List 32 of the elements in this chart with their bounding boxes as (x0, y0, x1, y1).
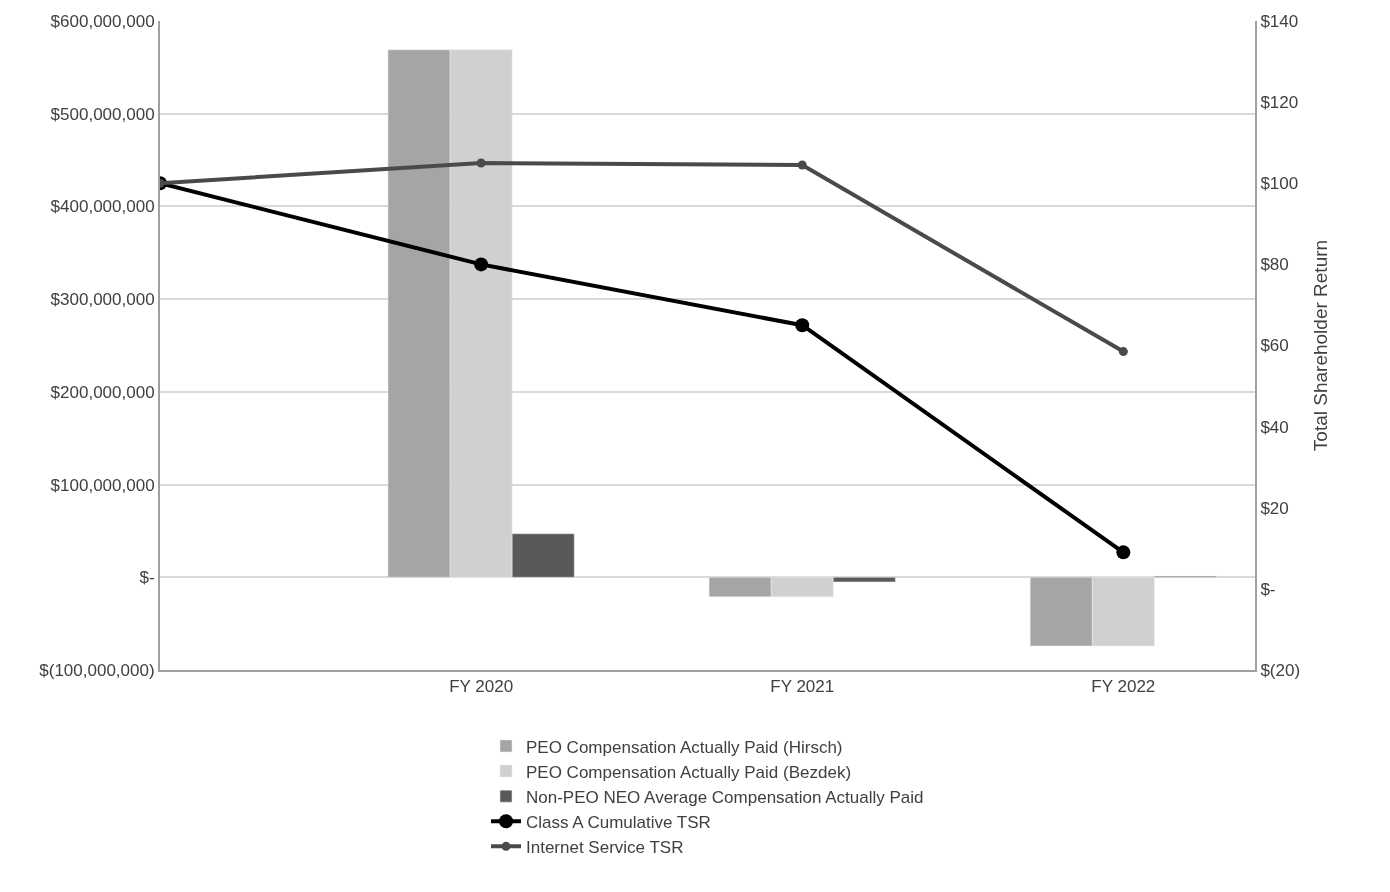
legend-label: PEO Compensation Actually Paid (Hirsch) (526, 737, 843, 757)
x-tick-label: FY 2020 (449, 677, 514, 697)
legend-label: Non-PEO NEO Average Compensation Actually Paid (526, 787, 924, 807)
y-tick-label: $200,000,000 (50, 382, 155, 402)
y-tick-label: $- (139, 568, 155, 588)
y2-tick-label: $120 (1260, 93, 1299, 113)
y2-tick-label: $(20) (1260, 660, 1301, 680)
y-tick-label: $600,000,000 (50, 11, 155, 31)
y2-tick-label: $60 (1260, 336, 1289, 356)
y-tick-label: $400,000,000 (50, 197, 155, 217)
point (474, 257, 489, 272)
legend-label: Internet Service TSR (526, 837, 684, 857)
y-tick-label: $300,000,000 (50, 290, 155, 310)
y2-tick-label: $140 (1260, 11, 1299, 31)
point (1116, 545, 1131, 560)
y2-tick-label: $40 (1260, 417, 1289, 437)
point (476, 158, 486, 168)
y-tick-label: $100,000,000 (50, 475, 155, 495)
x-tick-label: FY 2021 (770, 677, 835, 697)
point (1118, 347, 1128, 357)
y-tick-label: $(100,000,000) (39, 660, 155, 680)
y2-axis-title: Total Shareholder Return (1310, 239, 1332, 452)
y2-tick-label: $- (1260, 579, 1276, 599)
y2-tick-label: $100 (1260, 174, 1299, 194)
legend-label: PEO Compensation Actually Paid (Bezdek) (526, 762, 852, 782)
y-tick-label: $500,000,000 (50, 104, 155, 124)
point (797, 160, 807, 170)
y2-tick-label: $80 (1260, 255, 1289, 275)
point (795, 318, 810, 333)
x-tick-label: FY 2022 (1091, 677, 1156, 697)
y2-tick-label: $20 (1260, 498, 1289, 518)
legend-label: Class A Cumulative TSR (526, 812, 711, 832)
